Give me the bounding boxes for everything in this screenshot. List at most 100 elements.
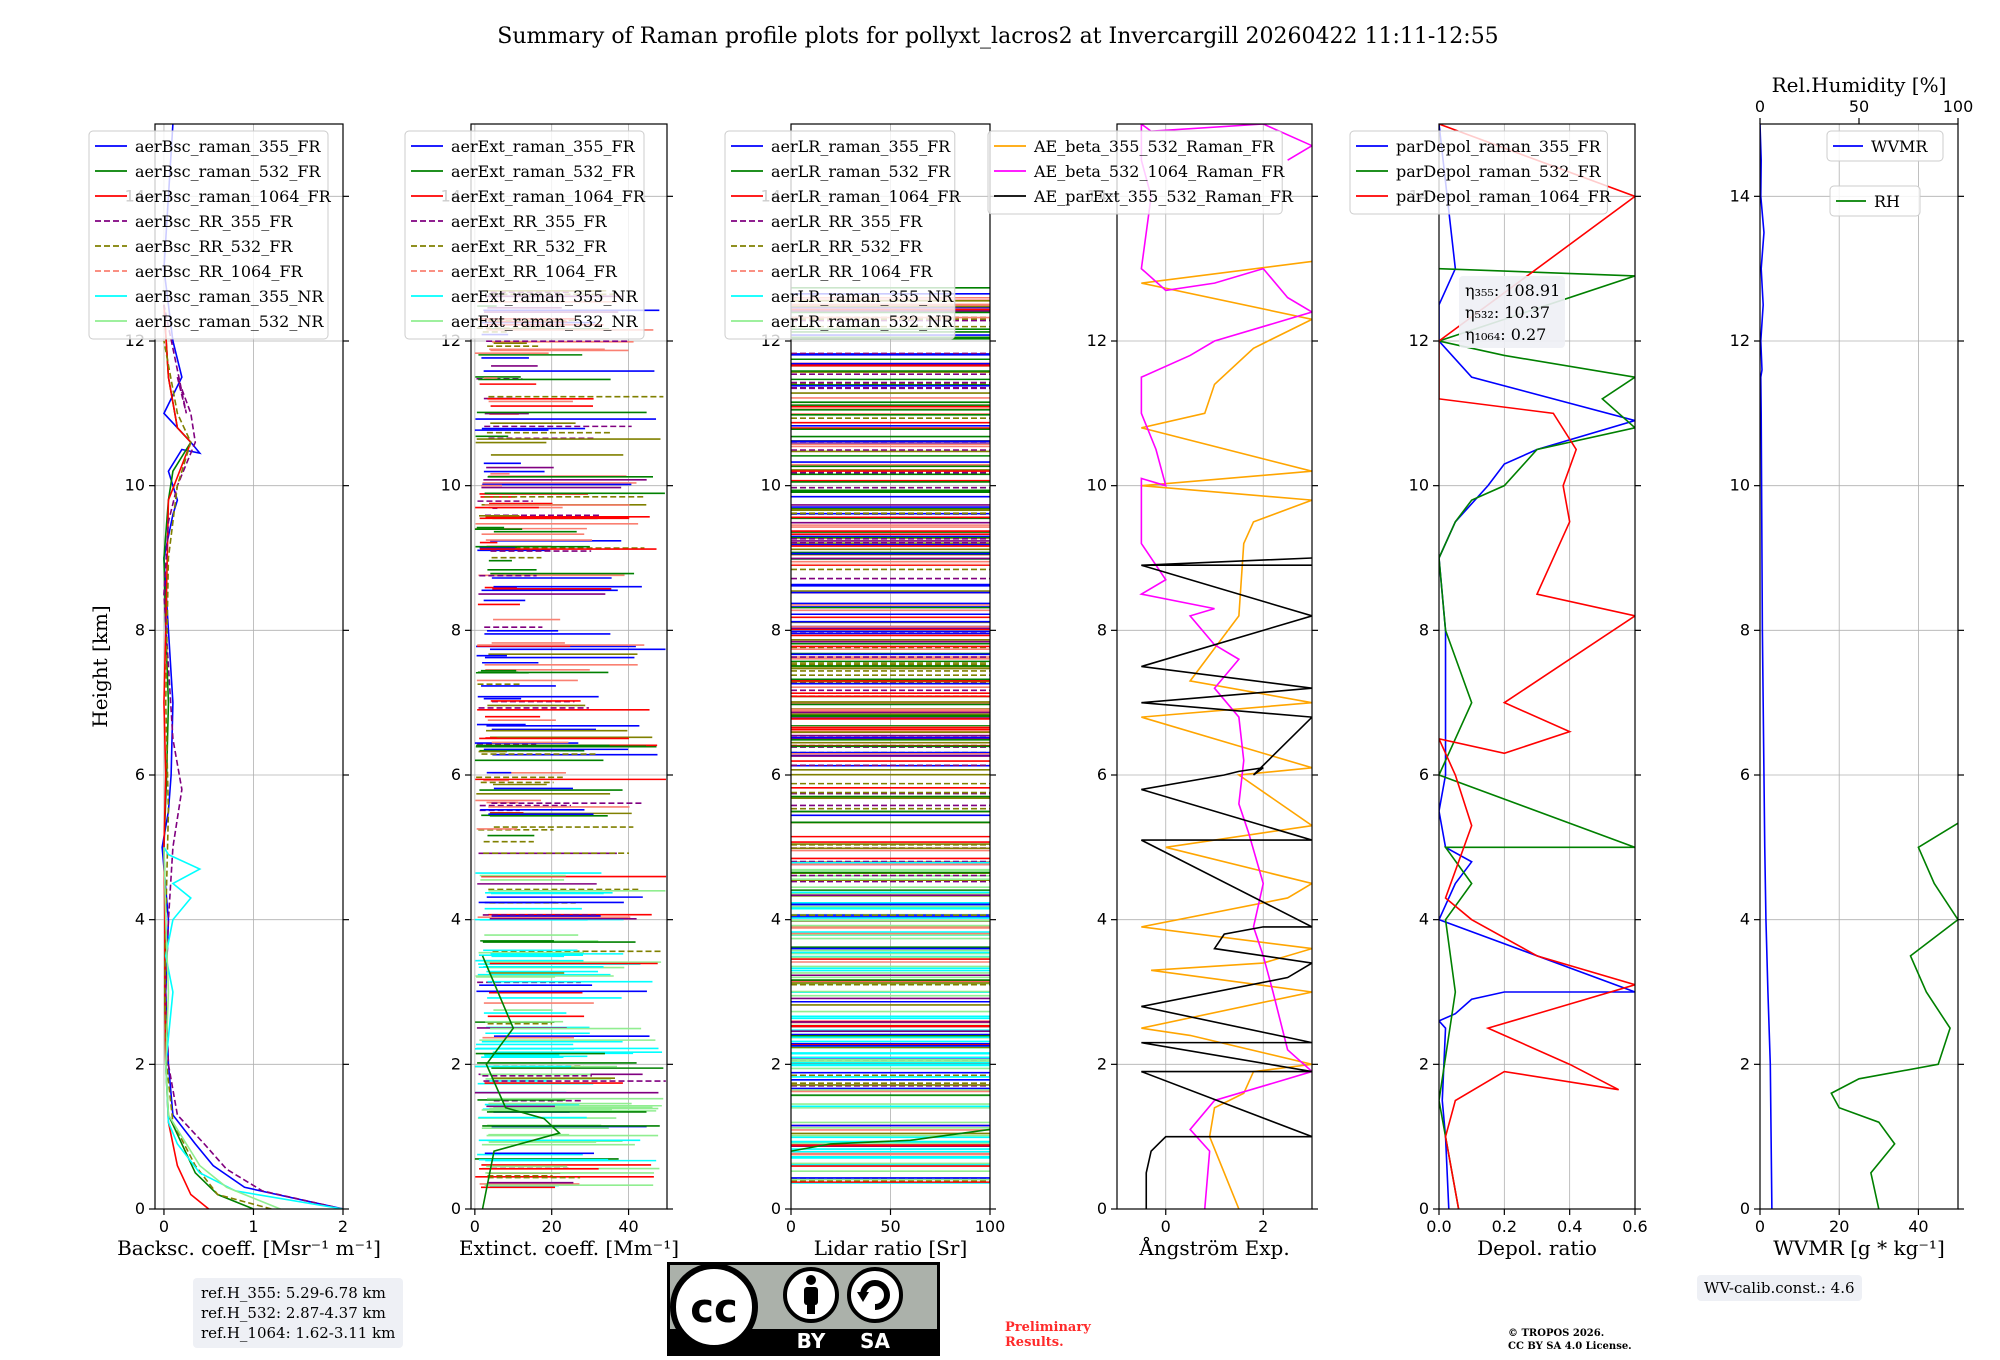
x-tick-label: 40 xyxy=(618,1217,638,1236)
ref-height-532: ref.H_532: 2.87-4.37 km xyxy=(201,1304,386,1322)
axes-frame xyxy=(1759,123,1959,1210)
series-line-parDepol_raman_355_FR xyxy=(1439,124,1635,1209)
copyright-note: © TROPOS 2026. CC BY SA 4.0 License. xyxy=(1508,1327,1632,1353)
series-line-parDepol_raman_1064_FR xyxy=(1439,124,1635,1209)
y-tick-label: 4 xyxy=(771,910,781,929)
y-tick-label: 8 xyxy=(771,620,781,639)
legend-label: aerBsc_raman_532_NR xyxy=(135,312,324,331)
legend-box xyxy=(88,130,329,340)
y-tick-label: 10 xyxy=(761,476,781,495)
x-tick-label: 20 xyxy=(1829,1217,1849,1236)
cc-icon: cc xyxy=(690,1286,737,1332)
wv-calib-text: WV-calib.const.: 4.6 xyxy=(1704,1279,1855,1297)
top-x-axis-label: Rel.Humidity [%] xyxy=(1772,73,1947,97)
y-tick-label: 0 xyxy=(1740,1199,1750,1218)
y-tick-label: 0 xyxy=(451,1199,461,1218)
profile-line xyxy=(481,955,561,1209)
series-line-parDepol_raman_532_FR xyxy=(1439,267,1635,1209)
preliminary-note: Preliminary Results. xyxy=(1005,1320,1091,1350)
y-tick-label: 8 xyxy=(135,620,145,639)
reference-heights-box: ref.H_355: 5.29-6.78 km ref.H_532: 2.87-… xyxy=(193,1278,404,1348)
y-tick-label: 2 xyxy=(771,1054,781,1073)
y-tick-label: 2 xyxy=(1097,1054,1107,1073)
cc-license-logo: cc BY SA xyxy=(667,1262,940,1356)
eta-annotation: η₃₅₅: 108.91 η₅₃₂: 10.37 η₁₀₆₄: 0.27 xyxy=(1459,276,1565,348)
x-tick-label: 0 xyxy=(470,1217,480,1236)
y-tick-label: 6 xyxy=(1740,765,1750,784)
legend-label: aerLR_raman_355_NR xyxy=(771,287,954,306)
x-axis-label: Lidar ratio [Sr] xyxy=(814,1236,968,1260)
panels: 01202468101214Backsc. coeff. [Msr⁻¹ m⁻¹]… xyxy=(88,73,1974,1260)
y-tick-label: 10 xyxy=(441,476,461,495)
legend: AE_beta_355_532_Raman_FR AE_beta_532_1064… xyxy=(987,130,1294,215)
legend-label: aerLR_raman_355_FR xyxy=(771,137,951,156)
x-tick-label: 0 xyxy=(1161,1217,1171,1236)
y-tick-label: 2 xyxy=(1740,1054,1750,1073)
legend: aerLR_raman_355_FR aerLR_raman_532_FR aerL… xyxy=(724,130,961,340)
x-axis-label: Backsc. coeff. [Msr⁻¹ m⁻¹] xyxy=(117,1236,381,1260)
x-axis-label: Ångström Exp. xyxy=(1138,1235,1289,1260)
y-tick-label: 0 xyxy=(771,1199,781,1218)
series-line-AE_beta_355_532_Raman_FR xyxy=(1141,260,1312,1209)
series-line-aerBsc_raman_355_NR xyxy=(163,846,343,1209)
legend: parDepol_raman_355_FR parDepol_raman_532_… xyxy=(1349,130,1612,215)
legend-box xyxy=(1826,130,1944,162)
legend-label: aerLR_raman_1064_FR xyxy=(771,187,961,206)
y-tick-label: 4 xyxy=(1419,910,1429,929)
y-tick-label: 10 xyxy=(125,476,145,495)
legend: aerExt_raman_355_FR aerExt_raman_532_FRae… xyxy=(404,130,646,340)
data-layer xyxy=(474,289,667,1209)
y-tick-label: 2 xyxy=(451,1054,461,1073)
legend-label: aerBsc_RR_1064_FR xyxy=(135,262,304,281)
attribution-icon xyxy=(804,1275,818,1314)
legend-label: AE_beta_355_532_Raman_FR xyxy=(1033,137,1275,156)
x-tick-label: 0.6 xyxy=(1622,1217,1647,1236)
eta-value: η₃₅₅: 108.91 xyxy=(1465,281,1560,300)
legend-label: aerBsc_raman_355_FR xyxy=(135,137,321,156)
copyright-line-2: CC BY SA 4.0 License. xyxy=(1508,1341,1632,1352)
y-tick-label: 10 xyxy=(1087,476,1107,495)
y-tick-label: 8 xyxy=(1097,620,1107,639)
eta-value: η₅₃₂: 10.37 xyxy=(1465,303,1550,322)
x-tick-label: 0.0 xyxy=(1426,1217,1451,1236)
data-layer xyxy=(1139,124,1312,1209)
x-tick-label: 0 xyxy=(786,1217,796,1236)
legend-label: aerBsc_RR_532_FR xyxy=(135,237,293,256)
y-tick-label: 6 xyxy=(451,765,461,784)
legend-label: aerExt_RR_1064_FR xyxy=(451,262,618,281)
legend-box xyxy=(987,130,1283,215)
legend-box xyxy=(1349,130,1608,215)
y-tick-label: 0 xyxy=(135,1199,145,1218)
legend-label: parDepol_raman_1064_FR xyxy=(1396,187,1612,206)
legend-label: aerBsc_raman_532_FR xyxy=(135,162,321,181)
legend-label: aerLR_RR_1064_FR xyxy=(771,262,933,281)
figure-title: Summary of Raman profile plots for polly… xyxy=(497,24,1498,49)
preliminary-line-1: Preliminary xyxy=(1005,1320,1091,1335)
y-tick-label: 10 xyxy=(1730,476,1750,495)
x-tick-label: 50 xyxy=(880,1217,900,1236)
x-tick-label: 0 xyxy=(1755,1217,1765,1236)
top-x-tick-label: 100 xyxy=(1943,97,1974,116)
ref-height-355: ref.H_355: 5.29-6.78 km xyxy=(201,1284,386,1302)
series-line-aerBsc_raman_532_FR xyxy=(163,304,254,1209)
series-line-aerBsc_raman_1064_FR xyxy=(163,304,210,1209)
top-x-tick-label: 50 xyxy=(1849,97,1869,116)
series-line-aerBsc_raman_532_NR xyxy=(163,847,281,1209)
legend-label: aerLR_RR_532_FR xyxy=(771,237,923,256)
x-axis-label: WVMR [g * kg⁻¹] xyxy=(1773,1236,1945,1260)
panel-lidar_ratio: 05010002468101214Lidar ratio [Sr]aerLR_r… xyxy=(724,123,1005,1260)
y-axis-label: Height [km] xyxy=(88,605,112,727)
y-tick-label: 6 xyxy=(135,765,145,784)
y-tick-label: 12 xyxy=(1409,331,1429,350)
legend-box xyxy=(1829,185,1921,217)
y-tick-label: 4 xyxy=(1740,910,1750,929)
axes-frame xyxy=(1116,123,1313,1210)
x-tick-label: 0 xyxy=(159,1217,169,1236)
y-tick-label: 6 xyxy=(1419,765,1429,784)
series-line-aerBsc_RR_532_FR xyxy=(163,340,272,1209)
y-tick-label: 2 xyxy=(135,1054,145,1073)
y-tick-label: 8 xyxy=(1419,620,1429,639)
data-layer xyxy=(1760,124,1958,1209)
legend-label: aerLR_raman_532_FR xyxy=(771,162,951,181)
